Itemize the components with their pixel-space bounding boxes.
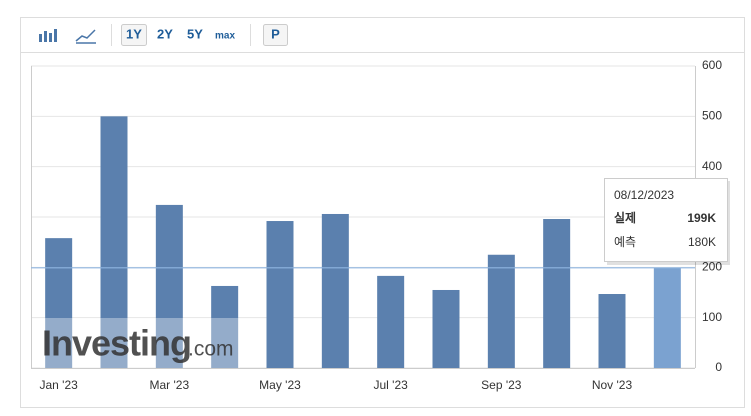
tooltip-box: [604, 178, 728, 262]
x-tick-label: Sep '23: [481, 378, 522, 392]
tooltip: 08/12/2023 실제 199K 예측 180K: [604, 178, 730, 265]
bar: [598, 294, 626, 368]
bar: [211, 285, 239, 368]
tooltip-actual: 199K: [687, 211, 716, 225]
icon-part: [49, 33, 52, 42]
bar: [432, 289, 460, 368]
bar: [377, 275, 405, 368]
range-button[interactable]: 2Y: [157, 26, 173, 41]
tooltip-forecast: 180K: [688, 235, 716, 249]
bar: [487, 254, 515, 368]
bar: [543, 219, 571, 368]
tooltip-forecast-label: 예측: [614, 235, 636, 249]
y-tick-label: 400: [702, 159, 722, 173]
range-button[interactable]: 5Y: [187, 26, 203, 41]
watermark: Investing: [42, 323, 191, 364]
y-tick-label: 200: [702, 260, 722, 274]
range-button[interactable]: 1Y: [126, 26, 142, 41]
y-tick-label: 500: [702, 109, 722, 123]
tooltip-actual-label: 실제: [614, 210, 636, 225]
bar: [266, 221, 294, 368]
p-button-box: [263, 24, 288, 46]
y-tick-label: 600: [702, 58, 722, 72]
bar: [155, 204, 183, 368]
bar-icon[interactable]: [39, 29, 57, 42]
icon-part: [39, 34, 42, 42]
x-tick-label: Nov '23: [592, 378, 633, 392]
selected-range-box: [121, 24, 147, 46]
p-button[interactable]: P: [271, 26, 280, 41]
icon-part: [44, 31, 47, 42]
y-tick-label: 0: [715, 360, 722, 374]
tooltip-date: 08/12/2023: [614, 188, 674, 202]
bar: [45, 238, 73, 368]
bar: [321, 213, 349, 368]
x-tick-label: Jan '23: [40, 378, 79, 392]
watermark-backdrop: [40, 318, 240, 368]
line-icon[interactable]: [75, 29, 96, 44]
icon-part: [54, 29, 57, 42]
x-tick-label: Jul '23: [374, 378, 409, 392]
y-tick-label: 100: [702, 310, 722, 324]
bar: [653, 267, 681, 368]
x-tick-label: May '23: [259, 378, 301, 392]
x-tick-label: Mar '23: [150, 378, 190, 392]
watermark-suffix: .com: [188, 338, 234, 361]
bar: [100, 116, 128, 368]
range-button[interactable]: max: [215, 31, 235, 42]
